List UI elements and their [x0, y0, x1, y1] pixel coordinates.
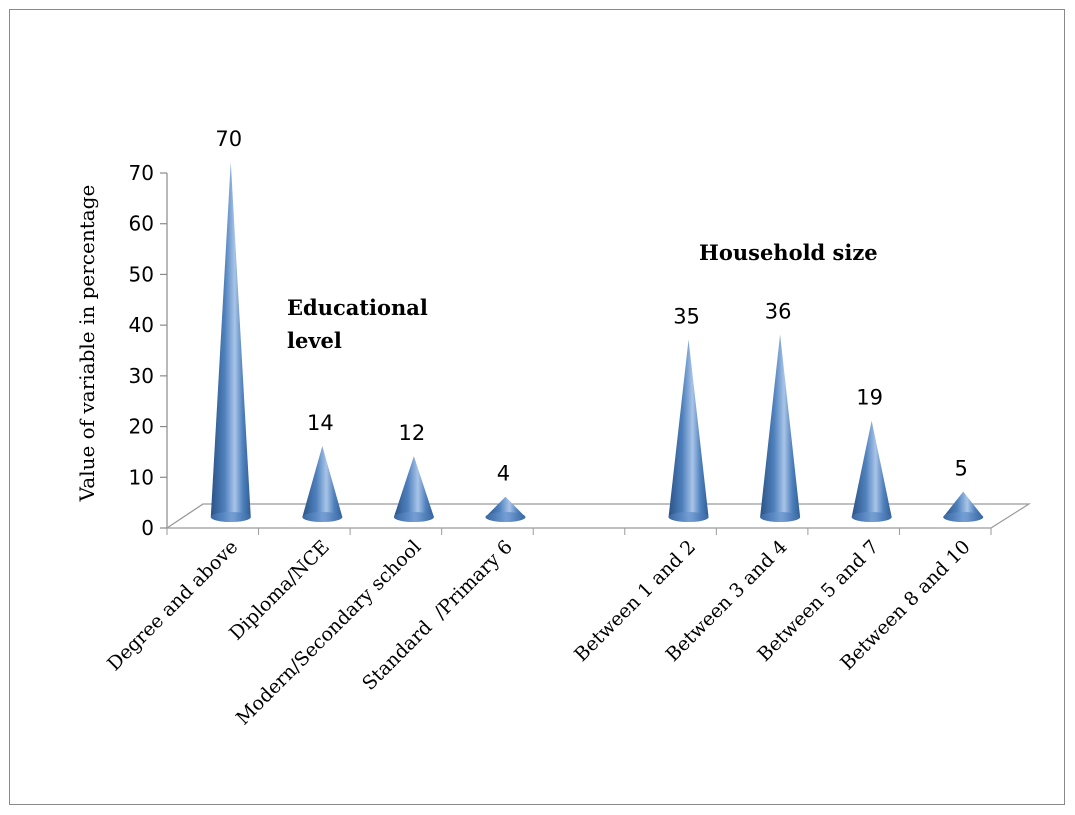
cone-body — [302, 446, 343, 522]
data-label: 35 — [673, 305, 700, 329]
y-tick-label: 50 — [129, 262, 154, 286]
cone-body — [393, 456, 434, 522]
cone-bar-chart: 0 10 20 30 40 50 60 70 70 14 12 4 35 36 19 5 Degree an… — [75, 127, 1032, 729]
cone-bar — [760, 334, 801, 522]
cone-bar — [851, 420, 892, 522]
x-axis-labels: Degree and aboveDiploma/NCEModern/Second… — [103, 536, 975, 729]
x-tick-label: Standard /Primary 6 — [358, 536, 517, 695]
cone-bar — [210, 162, 251, 522]
cone-base — [760, 512, 801, 522]
chart-frame: 0 10 20 30 40 50 60 70 70 14 12 4 35 36 19 5 Degree an… — [9, 9, 1065, 805]
y-axis-title: Value of variable in percentage — [75, 185, 99, 503]
y-tick-label: 60 — [129, 212, 154, 236]
annotation-household-size: Household size — [699, 240, 878, 265]
y-axis-ticks: 0 10 20 30 40 50 60 70 — [129, 161, 167, 540]
cone-base — [851, 512, 892, 522]
cone-body — [668, 339, 709, 522]
cone-base — [302, 512, 343, 522]
cone-bars — [210, 162, 984, 522]
cone-base — [393, 512, 434, 522]
annotation-educational-line-2: level — [287, 328, 342, 353]
data-label: 14 — [307, 411, 334, 435]
annotation-educational-level: Educational level — [287, 295, 435, 353]
y-tick-label: 0 — [141, 516, 154, 540]
cone-base — [485, 512, 526, 522]
x-tick-label: Degree and above — [103, 536, 242, 675]
floor-back-edge — [166, 503, 204, 529]
cone-base — [943, 512, 984, 522]
data-label: 4 — [497, 462, 510, 486]
cone-body — [210, 162, 251, 522]
data-label: 5 — [955, 457, 968, 481]
cone-bar — [668, 339, 709, 522]
data-label: 36 — [765, 299, 792, 323]
x-tick-label: Modern/Secondary school — [232, 536, 425, 729]
cone-bar — [302, 446, 343, 522]
cone-body — [760, 334, 801, 522]
data-label: 12 — [399, 421, 426, 445]
data-label: 19 — [856, 386, 883, 410]
cone-bar — [393, 456, 434, 522]
data-labels: 70 14 12 4 35 36 19 5 — [215, 127, 967, 486]
y-tick-label: 20 — [129, 415, 154, 439]
data-label: 70 — [215, 127, 242, 151]
cone-body — [851, 420, 892, 522]
cone-base — [668, 512, 709, 522]
x-axis-ticks — [166, 528, 992, 535]
annotation-household-line-1: Household size — [699, 240, 878, 265]
y-tick-label: 30 — [129, 364, 154, 388]
cone-bar — [943, 491, 984, 522]
y-tick-label: 70 — [129, 161, 154, 185]
axes — [165, 173, 1032, 534]
y-tick-label: 40 — [129, 313, 154, 337]
y-tick-label: 10 — [129, 465, 154, 489]
floor-plane — [165, 503, 1032, 529]
cone-base — [210, 512, 251, 522]
annotation-educational-line-1: Educational — [287, 295, 428, 320]
cone-bar — [485, 496, 526, 522]
